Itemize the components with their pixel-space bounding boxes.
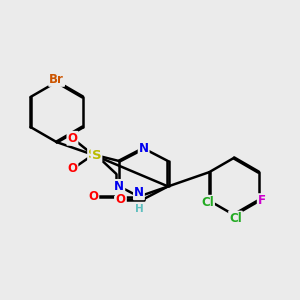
Text: Br: Br — [49, 73, 64, 86]
Text: N: N — [139, 142, 149, 155]
Text: O: O — [68, 132, 77, 145]
Text: O: O — [68, 163, 77, 176]
Text: H: H — [115, 196, 124, 207]
Text: O: O — [88, 190, 98, 203]
Text: N: N — [134, 186, 144, 199]
Text: Cl: Cl — [201, 196, 214, 209]
Text: H: H — [134, 204, 143, 214]
Text: O: O — [116, 193, 126, 206]
Text: S: S — [88, 148, 98, 161]
Text: F: F — [258, 194, 266, 207]
Text: N: N — [114, 180, 124, 193]
Text: Cl: Cl — [229, 212, 242, 225]
Text: S: S — [92, 149, 101, 162]
